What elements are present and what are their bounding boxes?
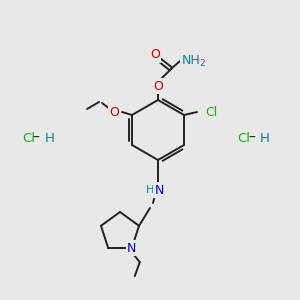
Text: O: O	[150, 49, 160, 62]
Text: Cl: Cl	[205, 106, 217, 118]
Text: –: –	[33, 131, 39, 145]
Text: H: H	[45, 131, 55, 145]
Text: Cl: Cl	[237, 131, 250, 145]
Text: N: N	[127, 242, 136, 255]
Text: 2: 2	[199, 58, 205, 68]
Text: H: H	[260, 131, 270, 145]
Text: –: –	[249, 131, 255, 145]
Text: NH: NH	[182, 53, 200, 67]
Text: O: O	[153, 80, 163, 92]
Text: H: H	[146, 185, 154, 195]
Text: Cl: Cl	[22, 131, 35, 145]
Text: N: N	[154, 184, 164, 196]
Text: O: O	[109, 106, 119, 118]
